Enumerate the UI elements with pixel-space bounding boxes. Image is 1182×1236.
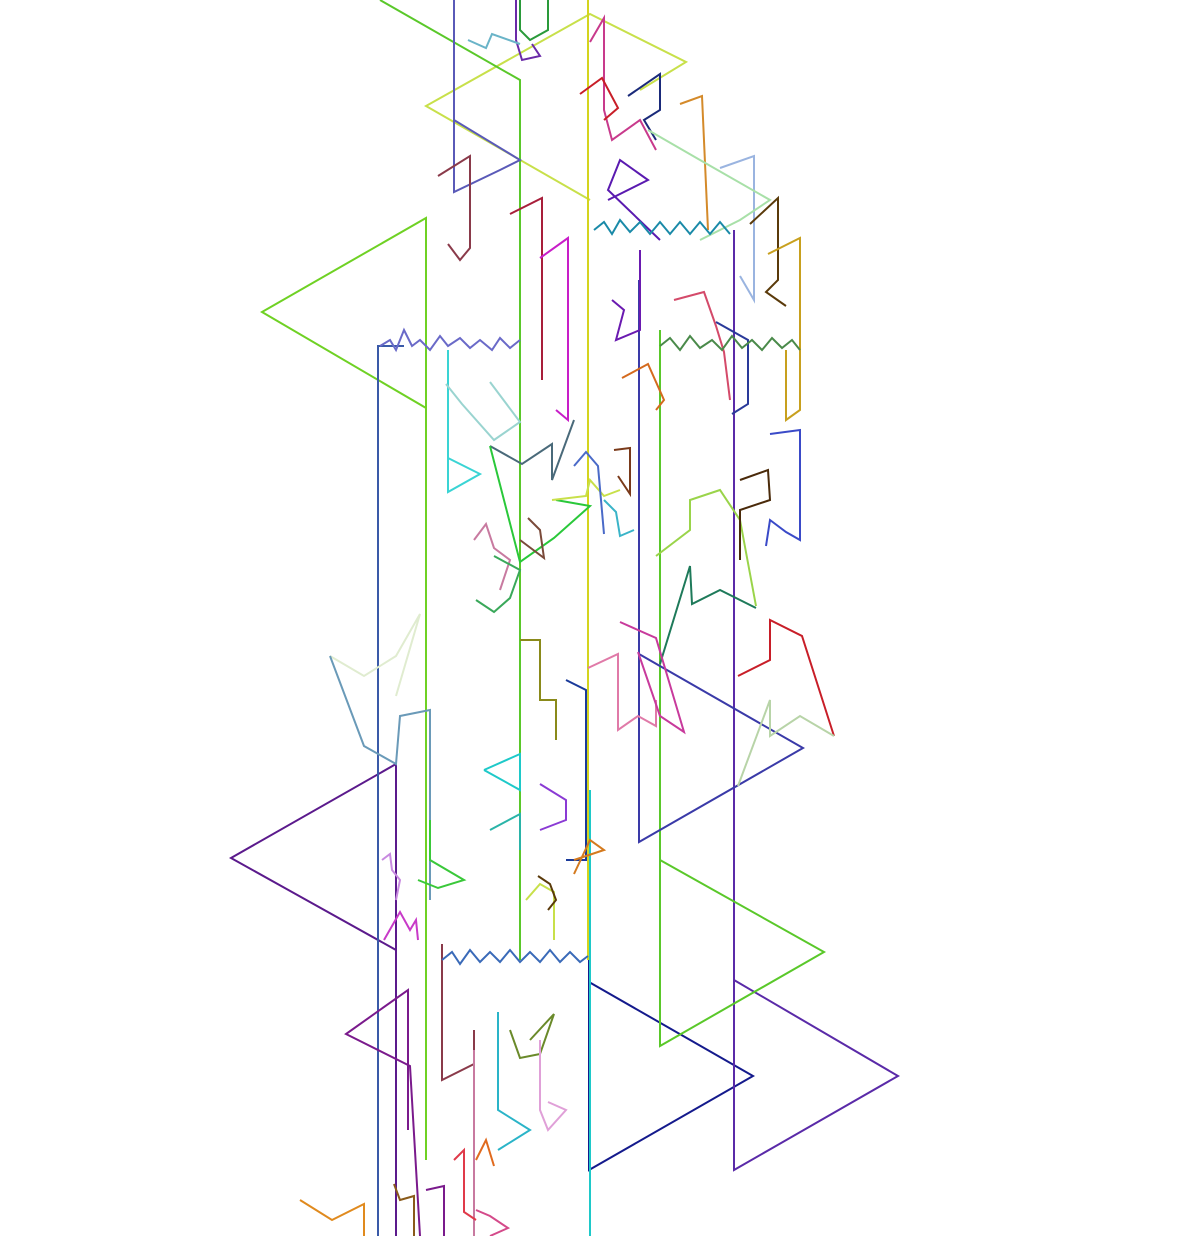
stroke-dark-green-right (659, 565, 757, 665)
stroke-pink-lower-center (587, 652, 657, 732)
stroke-sage-right (737, 699, 835, 787)
stroke-orange-lower-center (573, 838, 607, 875)
stroke-light-teal-mid (445, 381, 522, 442)
stroke-purple-bottom-left (425, 1184, 445, 1236)
stroke-purple-top-center-2 (611, 250, 641, 342)
stroke-orange-mid-right (621, 362, 666, 411)
stroke-brown-mid-center (613, 446, 631, 498)
stroke-pink-mid-left (473, 521, 512, 591)
stroke-slate-top-left (453, 0, 523, 194)
stroke-blue-right-cluster (765, 428, 801, 547)
stroke-green-mid-center (489, 445, 593, 564)
stroke-jagged-row-upper (379, 327, 521, 353)
stroke-brown-mid-left (519, 517, 546, 561)
stroke-green-top-small (519, 0, 549, 42)
stroke-magenta-lower-left (383, 909, 419, 941)
stroke-blue-mid-center (573, 450, 605, 535)
stroke-maroon-lower-left (441, 944, 475, 1082)
stroke-green-mid-left (475, 555, 522, 614)
stroke-green-left-triangle (260, 216, 427, 1160)
stroke-blue-mid-triangle (638, 280, 806, 844)
stroke-orange-lower-left (299, 1199, 365, 1236)
stroke-brown-bottom-left (393, 1183, 415, 1236)
stroke-maroon-left-top (437, 154, 471, 262)
stroke-brown-right-cluster (739, 468, 772, 560)
stroke-light-green-top-right (647, 129, 772, 241)
stroke-jagged-row-right (659, 334, 801, 352)
stroke-purple-left-triangle (228, 762, 397, 1236)
stroke-red-top-right (579, 76, 620, 121)
stroke-purple-lower-left (344, 988, 421, 1236)
stroke-magenta-lower-center (619, 621, 686, 735)
stroke-jagged-row-lower (441, 948, 589, 966)
stroke-lime-top-triangle (423, 12, 689, 201)
stroke-pink-mid-right (673, 290, 731, 401)
stroke-orange-top-right (679, 94, 709, 231)
stroke-navy-mid-right (715, 321, 749, 415)
stroke-pink-top (589, 14, 657, 151)
stroke-olive-lower-center (520, 639, 557, 740)
stroke-red-right (737, 618, 835, 737)
stroke-light-pink-lower-left (539, 1040, 568, 1132)
stroke-brown-lower-center (537, 875, 558, 911)
stroke-navy-lower-center (565, 679, 587, 861)
stroke-pink-bottom-center (475, 1209, 511, 1236)
stroke-navy-bottom-triangle (588, 960, 756, 1172)
stroke-green-right-triangle (659, 330, 827, 1048)
stroke-teal-mid-center (603, 499, 635, 538)
stroke-jagged-row-top (593, 218, 731, 236)
stroke-light-purple-lower-left (381, 852, 402, 901)
stroke-mint-left (329, 613, 421, 697)
stroke-navy-top-right (627, 72, 661, 141)
stroke-cyan-left-mid (447, 350, 483, 494)
stroke-slate-gray-mid (489, 419, 575, 481)
stroke-olive-right-mid (655, 488, 757, 607)
stroke-purple-top-center (606, 158, 661, 241)
stroke-teal-lower-center (489, 812, 521, 850)
stroke-light-blue-top-right (719, 154, 755, 304)
stroke-lime-lower-center (525, 882, 555, 940)
stroke-lime-mid-center (551, 477, 621, 501)
stroke-green-center-vertical (379, 0, 521, 960)
stroke-maroon-center-top (509, 196, 543, 380)
stroke-violet-right-triangle (733, 230, 900, 1172)
stroke-violet-lower-center (539, 783, 567, 831)
stroke-orange-bottom-center (475, 1137, 495, 1167)
stroke-brown-top-right (749, 195, 787, 307)
stroke-blue-left-vertical (377, 345, 404, 1236)
stroke-red-bottom-left (453, 1147, 477, 1221)
stroke-purple-top-small (515, 0, 542, 62)
stroke-green-lower-left (417, 820, 467, 890)
stroke-olive-lower-left (509, 1013, 555, 1060)
stroke-teal-top-small (467, 32, 521, 50)
stroke-cyan-gray-left (329, 655, 431, 900)
stroke-teal-lower-left (497, 1012, 532, 1151)
stroke-cyan-lower-center (483, 752, 521, 792)
stroke-gold-right (767, 236, 801, 422)
stroke-magenta-center (539, 236, 569, 423)
